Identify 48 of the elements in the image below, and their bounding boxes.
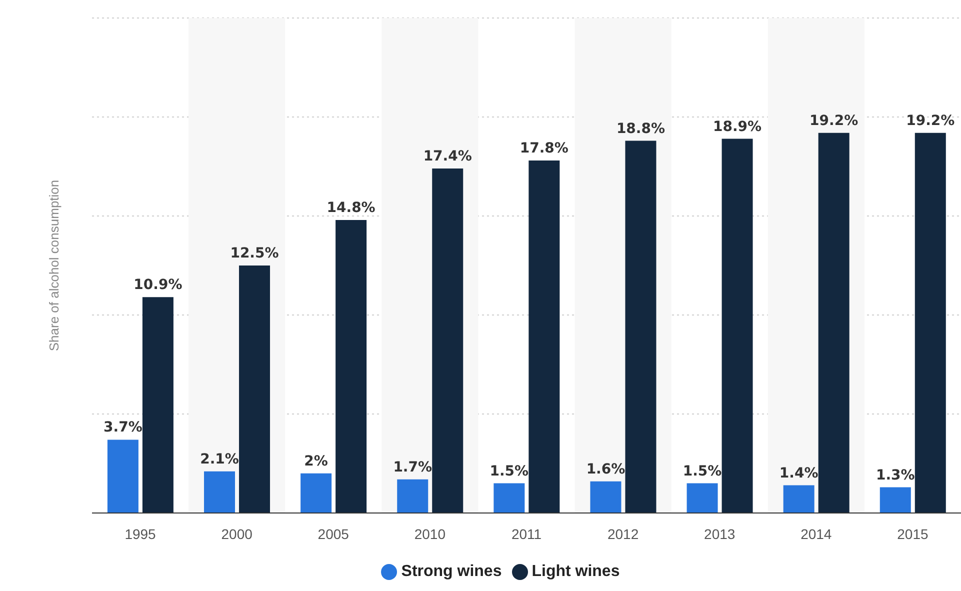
bar	[300, 473, 332, 513]
x-tick-label: 2014	[800, 526, 832, 542]
bar	[142, 297, 174, 513]
data-label: 12.5%	[230, 246, 279, 262]
data-label: 17.8%	[520, 140, 568, 157]
data-label: 3.7%	[104, 420, 142, 436]
legend-label: Light wines	[532, 563, 620, 580]
data-label: 1.4%	[779, 465, 818, 482]
bar	[528, 160, 560, 513]
bar	[397, 479, 428, 513]
bar	[880, 487, 911, 513]
bar	[239, 266, 270, 513]
bar	[818, 132, 850, 513]
bar	[204, 471, 236, 513]
data-label: 1.7%	[393, 459, 432, 476]
bar	[625, 140, 656, 513]
data-label: 2.1%	[200, 451, 239, 468]
data-label: 1.5%	[490, 463, 529, 480]
bar	[107, 440, 138, 513]
x-tick-label: 2015	[897, 526, 929, 542]
legend-label: Strong wines	[401, 563, 502, 580]
x-tick-label: 2005	[318, 526, 350, 542]
x-tick-label: 1995	[124, 526, 156, 542]
bar	[336, 220, 367, 513]
bar	[432, 168, 464, 513]
bar	[494, 483, 525, 513]
data-label: 19.2%	[810, 112, 858, 129]
bar	[722, 138, 753, 513]
data-label: 14.8%	[326, 200, 376, 216]
data-label: 10.9%	[134, 277, 182, 294]
data-label: 19.2%	[906, 112, 955, 129]
bar	[914, 132, 946, 513]
data-label: 17.4%	[423, 148, 472, 164]
data-label: 2%	[304, 453, 328, 470]
bar	[686, 483, 718, 513]
x-tick-label: 2000	[221, 526, 253, 542]
x-tick-label: 2012	[607, 526, 639, 542]
x-tick-label: 2013	[704, 526, 736, 542]
data-label: 1.5%	[682, 463, 722, 480]
bar	[590, 481, 622, 513]
data-label: 18.8%	[616, 120, 666, 137]
data-label: 1.6%	[586, 461, 626, 478]
bar	[783, 485, 814, 513]
data-label: 1.3%	[876, 467, 915, 484]
x-tick-label: 2010	[414, 526, 446, 542]
data-label: 18.9%	[712, 118, 762, 135]
y-axis-title: Share of alcohol consumption	[46, 180, 62, 352]
x-tick-label: 2011	[511, 526, 542, 542]
